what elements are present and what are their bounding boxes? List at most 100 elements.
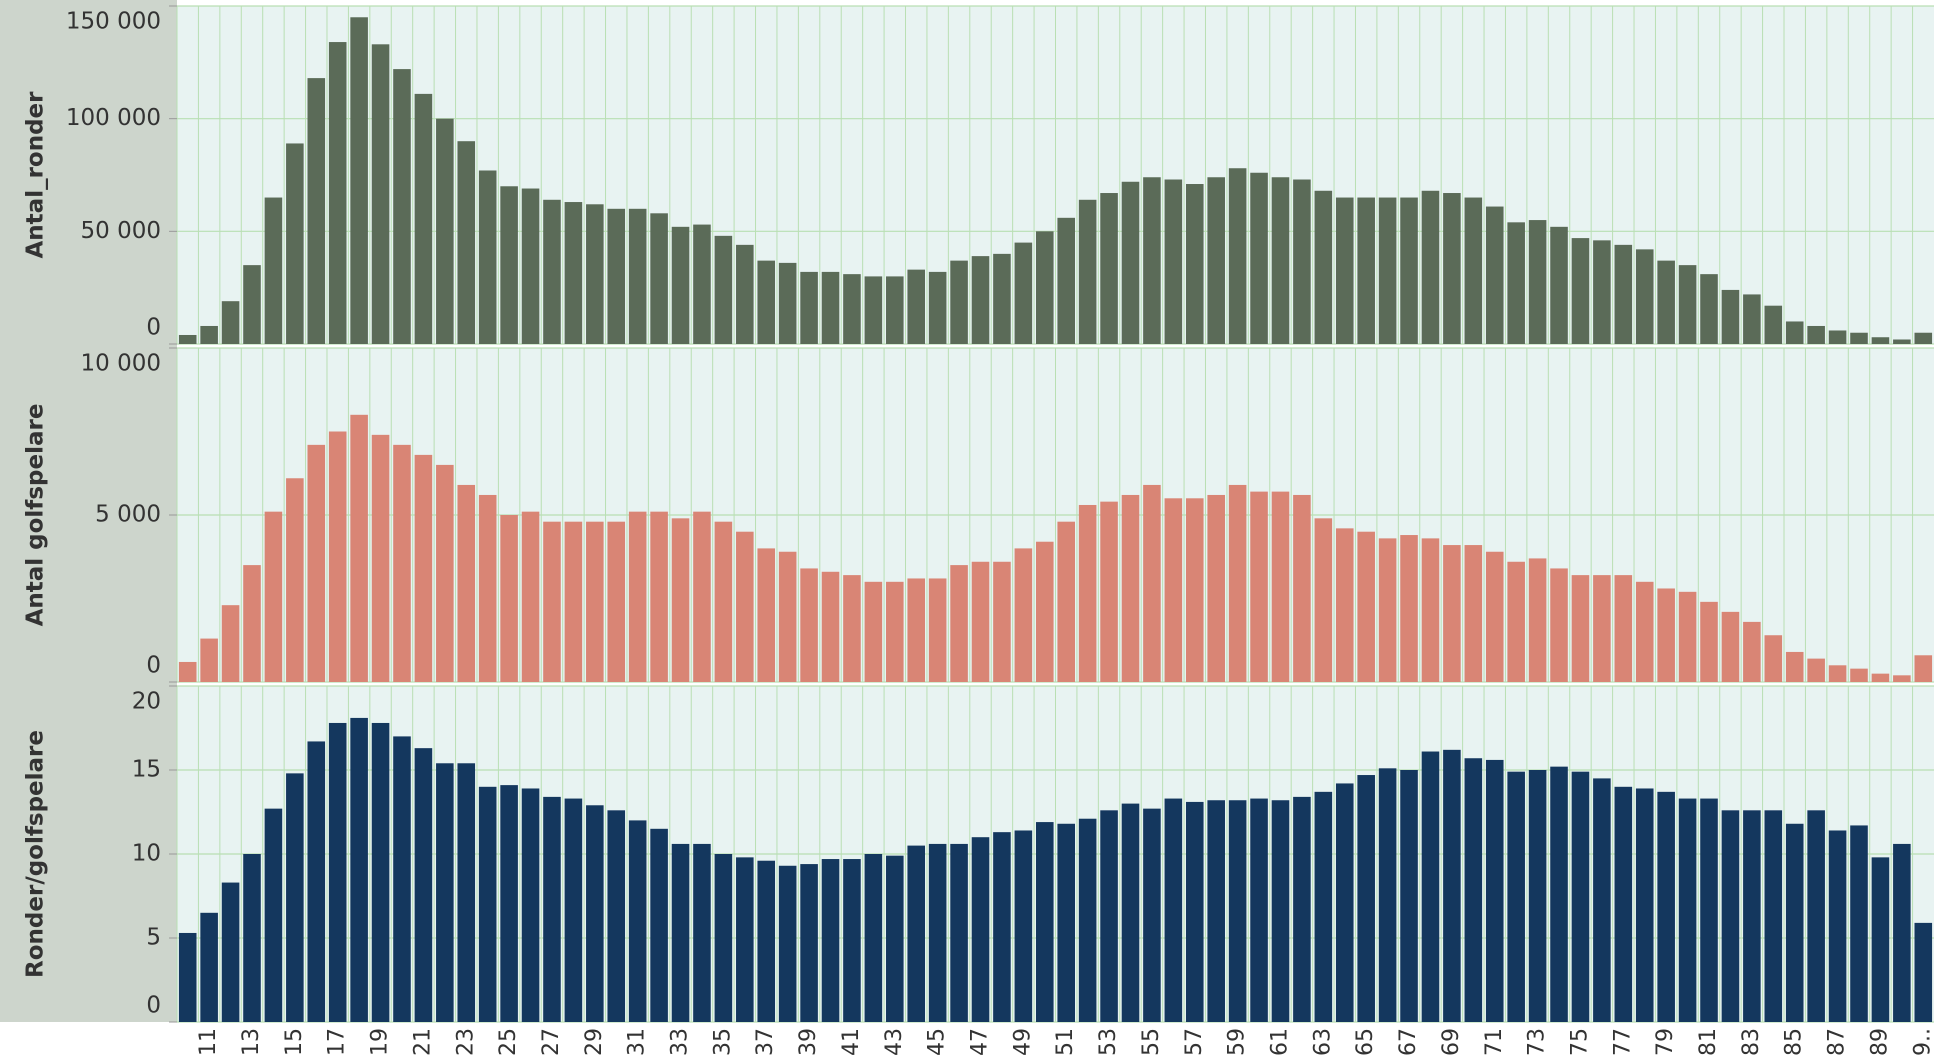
bar (1400, 770, 1418, 1022)
bar (864, 276, 883, 344)
bar (1100, 810, 1118, 1022)
bar (1100, 193, 1118, 344)
bar (950, 843, 968, 1022)
x-tick-label: 71 (1482, 1028, 1507, 1056)
bar (1443, 193, 1461, 344)
bar (178, 334, 197, 344)
bar (436, 763, 454, 1022)
x-tick-label: 55 (1139, 1028, 1164, 1056)
bar (1550, 568, 1568, 682)
bar (1764, 635, 1783, 682)
bar (1207, 177, 1225, 344)
bar (1271, 491, 1290, 682)
bar (1421, 190, 1440, 344)
x-tick-label: 73 (1525, 1028, 1550, 1056)
bar (500, 186, 518, 344)
bar (1036, 231, 1054, 344)
y-tick-label: 5 (146, 925, 161, 951)
bar (1850, 825, 1868, 1022)
bar (1785, 823, 1804, 1022)
bar (1635, 249, 1654, 344)
y-axis-title: Ronder/golfspelare (23, 730, 49, 978)
bar (907, 578, 926, 682)
bar (736, 531, 754, 682)
bar (178, 932, 197, 1022)
bar (1764, 810, 1783, 1022)
x-tick-label: 65 (1353, 1028, 1378, 1056)
bar (243, 265, 261, 344)
bar (1700, 798, 1718, 1022)
bar (1721, 611, 1740, 682)
bar (393, 736, 411, 1022)
x-tick-label: 89 (1867, 1028, 1892, 1056)
bar (843, 274, 861, 344)
bar (1528, 770, 1547, 1022)
bar (650, 213, 668, 344)
bar (1335, 783, 1354, 1022)
x-tick-label: 27 (539, 1028, 564, 1056)
bar (1014, 548, 1033, 682)
bar (1828, 330, 1847, 344)
bar (478, 786, 497, 1022)
bar (1314, 190, 1333, 344)
bar (1357, 775, 1375, 1022)
y-tick-label: 10 000 (81, 351, 161, 377)
bar (1121, 494, 1140, 682)
x-tick-label: 11 (196, 1028, 221, 1056)
bar (671, 518, 690, 682)
bar (1743, 810, 1761, 1022)
bar (864, 854, 883, 1022)
bar (778, 262, 797, 344)
bar (757, 260, 776, 344)
bar (1700, 274, 1718, 344)
bar (628, 820, 647, 1022)
bar (1850, 332, 1868, 344)
y-tick-label: 20 (132, 689, 161, 715)
bar (1357, 531, 1375, 682)
bar (1335, 528, 1354, 682)
bar (1614, 786, 1633, 1022)
bar (286, 478, 304, 682)
bar (221, 882, 240, 1022)
bar (1293, 179, 1311, 344)
bar (1828, 830, 1847, 1022)
bar (243, 565, 261, 682)
x-tick-label: 39 (796, 1028, 821, 1056)
bar (886, 581, 904, 682)
bar (1164, 798, 1183, 1022)
bar (1914, 655, 1933, 682)
bar (1314, 518, 1333, 682)
bar (1400, 197, 1418, 344)
bar (478, 170, 497, 344)
bar (200, 638, 218, 682)
y-tick-label: 150 000 (66, 9, 161, 35)
x-tick-label: 79 (1653, 1028, 1678, 1056)
bar (500, 785, 518, 1022)
bar (693, 224, 711, 344)
bar (243, 854, 261, 1022)
bar (907, 269, 926, 344)
bar (971, 256, 990, 344)
bar (628, 511, 647, 682)
bar (1871, 673, 1890, 682)
bar (1293, 494, 1311, 682)
bar (478, 494, 497, 682)
bar (264, 197, 283, 344)
bar (1271, 177, 1290, 344)
bar (436, 118, 454, 345)
bar (414, 454, 433, 682)
bar (650, 511, 668, 682)
bar (1678, 591, 1697, 682)
x-tick-label: 49 (1010, 1028, 1035, 1056)
bar (1014, 242, 1033, 344)
y-tick-label: 0 (146, 653, 161, 679)
bar (1250, 491, 1268, 682)
bar (393, 69, 411, 345)
bar (1635, 788, 1654, 1022)
x-tick-label: 57 (1182, 1028, 1207, 1056)
bar (307, 444, 326, 682)
bar (1764, 305, 1783, 344)
bar (264, 808, 283, 1022)
bar (1421, 538, 1440, 682)
